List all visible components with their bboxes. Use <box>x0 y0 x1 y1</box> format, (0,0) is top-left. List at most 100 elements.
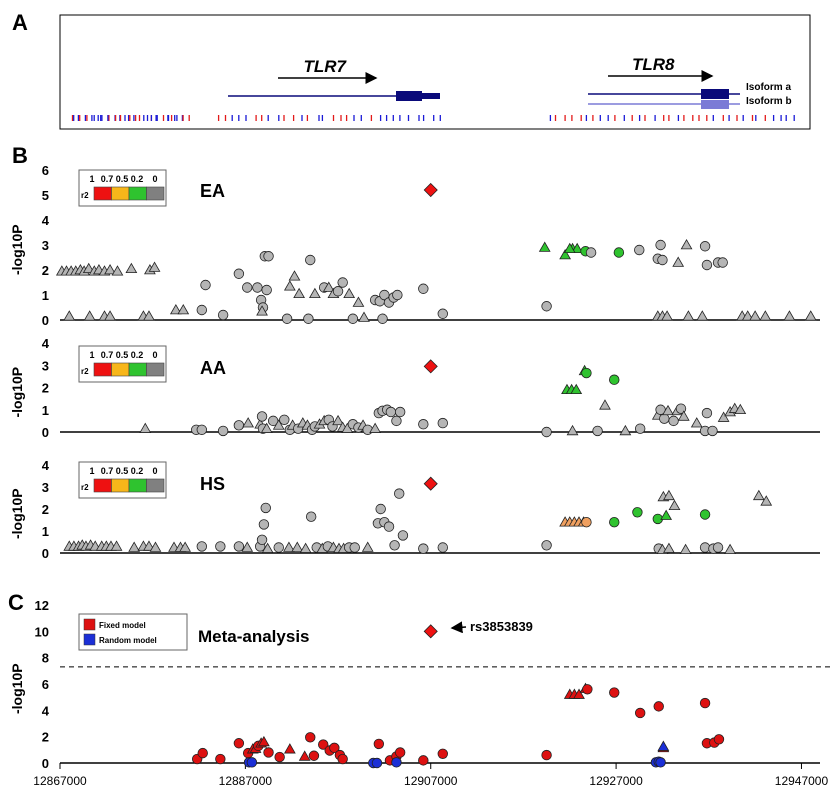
snp-point-circle <box>397 530 409 541</box>
snp-point-circle <box>256 534 268 546</box>
snp-point-circle <box>233 420 245 431</box>
snp-point-circle <box>701 259 713 271</box>
y-tick-label: 0 <box>42 546 49 561</box>
panel-hs: -log10P 0 1 2 3 4 1 0.7 0.5 0.2 0 r2 HS <box>9 458 820 561</box>
meta-legend-label: Fixed model <box>99 621 146 630</box>
snp-point-triangle <box>663 542 675 553</box>
x-tick-label: 12867000 <box>33 774 87 788</box>
snp-point-circle <box>634 423 646 434</box>
snp-point-triangle <box>538 241 551 252</box>
ld-threshold-label: 1 <box>89 466 94 476</box>
x-tick-label: 12927000 <box>589 774 643 788</box>
snp-point-triangle <box>149 541 162 552</box>
isoform-a-exon <box>701 89 729 99</box>
snp-point-circle <box>675 403 687 414</box>
snp-point-circle <box>655 239 666 251</box>
panel-letter-a: A <box>12 10 28 35</box>
snp-point-circle <box>318 739 329 750</box>
top-snp-diamond <box>423 182 438 198</box>
snp-point-triangle <box>660 509 673 520</box>
y-tick-label: 0 <box>42 313 49 328</box>
snp-point-circle <box>717 257 728 268</box>
top-snp-diamond <box>423 359 438 374</box>
snp-point-triangle <box>760 495 773 506</box>
panel-letter-c: C <box>8 590 24 615</box>
y-tick-label: 2 <box>42 730 49 745</box>
ld-threshold-label: 0.7 <box>101 350 114 360</box>
ld-color-swatch <box>93 478 112 493</box>
snp-point-circle <box>592 425 603 437</box>
ld-color-swatch <box>111 478 130 493</box>
snp-point-circle <box>707 425 718 437</box>
snp-point-triangle <box>734 403 747 415</box>
y-tick-label: 1 <box>42 524 49 539</box>
snp-point-triangle <box>361 541 374 552</box>
snp-point-circle <box>391 757 402 768</box>
snp-point-circle <box>373 738 385 750</box>
y-tick-label: 4 <box>42 213 50 228</box>
snp-point-triangle <box>672 256 685 267</box>
snp-point-circle <box>263 251 274 262</box>
snp-point-circle <box>329 742 340 754</box>
snp-point-circle <box>713 734 725 745</box>
snp-point-circle <box>389 540 400 551</box>
snp-point-circle <box>252 282 263 293</box>
snp-point-triangle <box>283 541 295 552</box>
ld-color-swatch <box>128 478 147 493</box>
snp-point-circle <box>712 542 724 553</box>
y-tick-label: 1 <box>42 403 49 418</box>
snp-point-triangle <box>752 489 765 501</box>
snp-point-circle <box>258 519 270 530</box>
snp-point-triangle <box>110 540 123 551</box>
snp-point-circle <box>196 304 208 316</box>
snp-point-circle <box>609 687 620 698</box>
snp-point-triangle <box>696 310 709 321</box>
meta-legend: Fixed model Random model <box>78 613 188 651</box>
y-tick-label: 6 <box>42 677 49 692</box>
snp-point-circle <box>581 367 592 379</box>
ld-threshold-label: 0 <box>152 174 157 184</box>
snp-point-circle <box>394 488 405 499</box>
snp-point-triangle <box>677 410 690 421</box>
snp-point-triangle <box>63 310 76 321</box>
snp-point-circle <box>437 417 448 429</box>
snp-point-circle <box>305 511 317 522</box>
snp-point-circle <box>279 414 290 425</box>
y-tick-label: 0 <box>42 756 49 771</box>
y-tick-label: 12 <box>35 598 49 613</box>
y-tick-label: 4 <box>42 336 50 351</box>
snp-point-triangle <box>104 263 116 275</box>
y-tick-label: 4 <box>42 458 50 473</box>
panel-letter-b: B <box>12 143 28 168</box>
ld-legend: 1 0.7 0.5 0.2 0 r2 <box>78 461 167 499</box>
snp-point-triangle <box>261 542 274 553</box>
ld-color-swatch <box>111 186 130 201</box>
top-snp-diamond <box>423 624 438 639</box>
snp-point-triangle <box>566 424 579 436</box>
y-axis-label: -log10P <box>9 488 25 539</box>
y-axis-label: -log10P <box>9 224 25 275</box>
snp-point-circle <box>394 406 406 418</box>
y-tick-label: 5 <box>42 188 49 203</box>
meta-analysis-title: Meta-analysis <box>198 627 310 646</box>
snp-point-circle <box>634 244 645 256</box>
y-tick-label: 2 <box>42 502 49 517</box>
snp-point-circle <box>437 308 448 319</box>
snp-point-triangle <box>717 411 730 422</box>
snp-point-circle <box>377 313 388 324</box>
snp-point-circle <box>281 313 293 324</box>
snp-point-triangle <box>783 310 796 321</box>
ld-legend: 1 0.7 0.5 0.2 0 r2 <box>78 345 167 383</box>
snp-point-circle <box>634 707 646 719</box>
snp-point-circle <box>541 426 552 438</box>
snp-point-circle <box>613 247 625 258</box>
meta-legend-box <box>78 613 188 651</box>
meta-legend-label: Random model <box>99 636 157 645</box>
snp-point-triangle <box>559 248 572 260</box>
ld-threshold-label: 0 <box>152 350 157 360</box>
snp-point-triangle <box>241 541 254 552</box>
snp-point-circle <box>273 542 284 553</box>
ld-color-swatch <box>128 362 147 377</box>
ld-color-swatch <box>93 362 112 377</box>
snp-point-triangle <box>657 740 670 751</box>
